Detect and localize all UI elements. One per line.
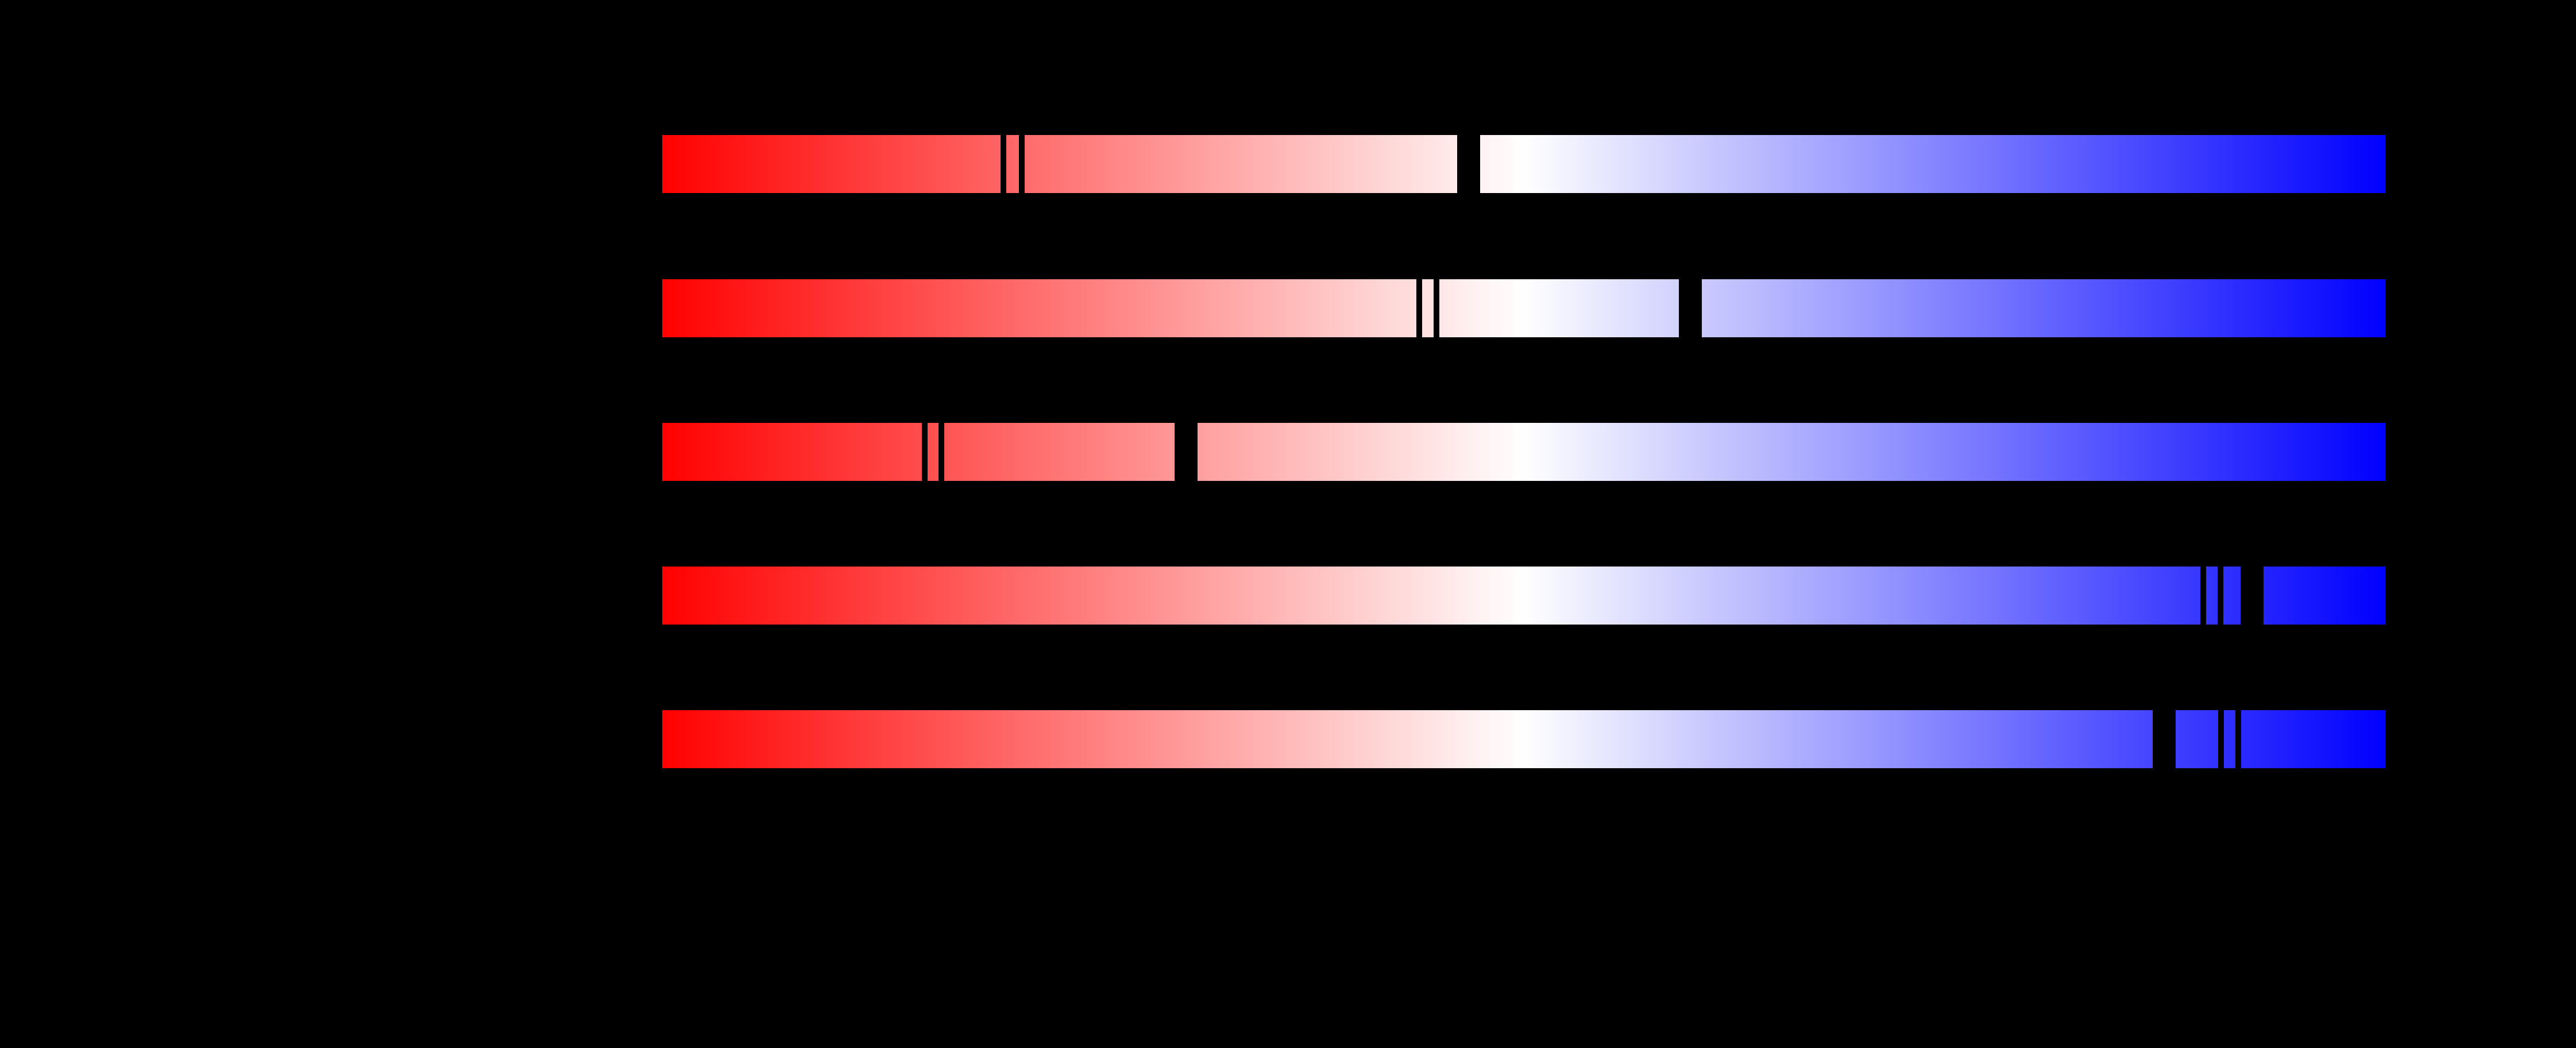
thin-value-marker xyxy=(1018,135,1025,193)
gradient-bar-row-2 xyxy=(662,279,2385,337)
thick-value-marker xyxy=(2241,567,2264,625)
gradient-bar-row-4 xyxy=(662,567,2385,625)
thick-value-marker xyxy=(1679,279,1702,337)
thin-value-marker xyxy=(1416,279,1422,337)
gradient-bar-row-1 xyxy=(662,135,2385,193)
thin-value-marker xyxy=(2200,567,2206,625)
gradient-bar-row-5 xyxy=(662,710,2385,768)
thin-value-marker xyxy=(939,423,944,481)
thick-value-marker xyxy=(1457,135,1480,193)
thin-value-marker xyxy=(2218,710,2224,768)
thin-value-marker xyxy=(921,423,928,481)
gradient-bar-row-3 xyxy=(662,423,2385,481)
thin-value-marker xyxy=(1001,135,1007,193)
thin-value-marker xyxy=(2217,567,2223,625)
thin-value-marker xyxy=(2235,710,2242,768)
thin-value-marker xyxy=(1433,279,1439,337)
thick-value-marker xyxy=(1174,423,1198,481)
thick-value-marker xyxy=(2153,710,2176,768)
